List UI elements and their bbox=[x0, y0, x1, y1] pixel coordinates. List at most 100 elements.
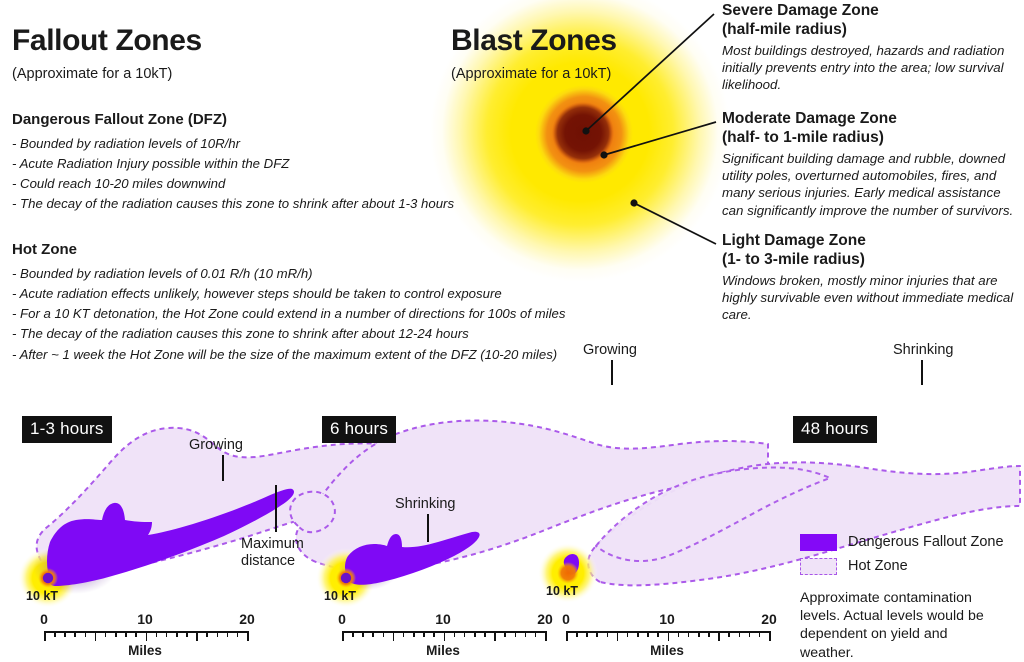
fallout-title: Fallout Zones bbox=[12, 24, 202, 57]
scale-tick bbox=[342, 631, 344, 641]
time-badge-panel-3: 48 hours bbox=[793, 416, 877, 443]
fallout-subtitle: (Approximate for a 10kT) bbox=[12, 66, 173, 82]
scale-tick bbox=[433, 631, 435, 637]
scale-tick bbox=[494, 631, 496, 641]
scale-tick bbox=[616, 631, 619, 641]
scale-tick bbox=[769, 631, 771, 641]
annotation-line: Maximum bbox=[241, 536, 304, 552]
scale-tick bbox=[155, 631, 158, 637]
annotation-leader bbox=[222, 455, 224, 481]
scale-tick bbox=[687, 631, 690, 637]
fallout-section-dfz: Dangerous Fallout Zone (DFZ) - Bounded b… bbox=[12, 111, 565, 215]
scale-tick bbox=[697, 631, 700, 637]
scale-tick bbox=[534, 631, 537, 637]
callout-radius: (1- to 3-mile radius) bbox=[722, 250, 865, 268]
scale-tick bbox=[718, 631, 720, 641]
scale-tick bbox=[545, 631, 547, 641]
ground-zero-dot-panel-1 bbox=[42, 572, 54, 584]
scale-tick bbox=[677, 631, 680, 637]
scale-tick bbox=[236, 631, 239, 637]
scale-tick bbox=[145, 631, 148, 641]
scale-tick bbox=[728, 631, 730, 637]
ground-zero-dot-panel-2 bbox=[340, 572, 352, 584]
legend-swatch-dfz bbox=[800, 534, 837, 551]
scale-tick-label: 10 bbox=[435, 611, 451, 627]
scale-tick bbox=[514, 631, 517, 637]
blast-zones-title-block: Blast Zones (Approximate for a 10kT) bbox=[451, 26, 617, 82]
fallout-bullet: - The decay of the radiation causes this… bbox=[12, 196, 455, 212]
blast-title: Blast Zones bbox=[451, 24, 617, 57]
callout-radius: (half- to 1-mile radius) bbox=[722, 128, 884, 146]
scale-tick bbox=[206, 631, 208, 637]
scale-unit-label: Miles bbox=[426, 643, 460, 658]
annotation-leader bbox=[611, 360, 613, 385]
scale-tick bbox=[175, 631, 178, 637]
annotation-leader bbox=[921, 360, 923, 385]
scale-tick-label: 20 bbox=[761, 611, 777, 627]
callout-title: Light Damage Zone bbox=[722, 232, 866, 249]
scale-tick bbox=[453, 631, 456, 637]
annotation-leader bbox=[275, 485, 277, 532]
callout-radius: (half-mile radius) bbox=[722, 20, 847, 38]
ground-zero-label-panel-1: 10 kT bbox=[26, 589, 58, 603]
legend-row-hot-zone: Hot Zone bbox=[800, 558, 1005, 575]
scale-tick bbox=[504, 631, 506, 637]
scale-tick bbox=[402, 631, 405, 637]
scale-tick-label: 20 bbox=[537, 611, 553, 627]
scale-tick bbox=[443, 631, 446, 641]
scale-tick bbox=[626, 631, 629, 637]
ground-zero-core-panel-3 bbox=[557, 562, 579, 584]
legend-label: Hot Zone bbox=[848, 558, 908, 575]
scale-unit-label: Miles bbox=[650, 643, 684, 658]
scale-tick bbox=[186, 631, 188, 637]
fallout-bullet: - The decay of the radiation causes this… bbox=[12, 326, 469, 342]
annotation-line: distance bbox=[241, 552, 296, 569]
scale-tick bbox=[657, 631, 659, 637]
scale-tick bbox=[586, 631, 588, 637]
scale-tick bbox=[54, 631, 56, 637]
scale-tick bbox=[64, 631, 66, 637]
scale-tick bbox=[748, 631, 751, 637]
annotation-shrinking-panel-3: Shrinking bbox=[893, 342, 954, 358]
scale-tick bbox=[606, 631, 609, 637]
scale-tick bbox=[196, 631, 198, 641]
scale-tick bbox=[484, 631, 486, 637]
legend-row-dfz: Dangerous Fallout Zone bbox=[800, 534, 1005, 551]
scale-tick bbox=[423, 631, 425, 637]
callout-title: Moderate Damage Zone bbox=[722, 110, 897, 127]
fallout-bullet: - Bounded by radiation levels of 0.01 R/… bbox=[12, 266, 313, 282]
scale-tick-label: 20 bbox=[239, 611, 255, 627]
scale-tick bbox=[94, 631, 97, 641]
scale-tick bbox=[576, 631, 578, 637]
callout-leader-lines bbox=[582, 13, 717, 245]
callout-body: Most buildings destroyed, hazards and ra… bbox=[722, 42, 1005, 93]
scale-tick bbox=[566, 631, 568, 641]
blast-subtitle: (Approximate for a 10kT) bbox=[451, 66, 612, 82]
legend-swatch-hot-zone bbox=[800, 558, 837, 575]
time-badge-panel-2: 6 hours bbox=[322, 416, 397, 443]
hot-zone-panel-2 bbox=[289, 419, 769, 572]
scale-unit-label: Miles bbox=[128, 643, 162, 658]
callout-body: Significant building damage and rubble, … bbox=[722, 150, 1014, 218]
hot-zone-panel-3 bbox=[587, 461, 1021, 587]
fallout-section-hot-zone: Hot Zone - Bounded by radiation levels o… bbox=[12, 241, 565, 365]
fallout-bullet: - After ~ 1 week the Hot Zone will be th… bbox=[12, 346, 558, 362]
ground-zero-label-panel-3: 10 kT bbox=[546, 584, 578, 598]
scale-tick bbox=[637, 631, 639, 637]
scale-tick bbox=[247, 631, 249, 641]
scale-tick bbox=[463, 631, 466, 637]
fallout-bullet: - Acute Radiation Injury possible within… bbox=[12, 156, 290, 172]
scale-tick bbox=[362, 631, 364, 637]
scale-tick bbox=[44, 631, 46, 641]
scale-tick-label: 10 bbox=[137, 611, 153, 627]
fallout-bullet: - For a 10 KT detonation, the Hot Zone c… bbox=[12, 306, 566, 322]
scale-tick-label: 0 bbox=[40, 611, 48, 627]
scale-tick bbox=[135, 631, 137, 637]
scale-tick bbox=[216, 631, 219, 637]
fallout-section-hot-zone-heading: Hot Zone bbox=[12, 240, 77, 258]
scale-tick bbox=[372, 631, 375, 637]
fallout-plume-map bbox=[18, 419, 1021, 608]
legend-note: Approximate contamination levels. Actual… bbox=[800, 590, 984, 661]
fallout-zones-block: Fallout Zones (Approximate for a 10kT) D… bbox=[12, 26, 565, 365]
annotation-growing-panel-1: Growing bbox=[189, 437, 243, 453]
